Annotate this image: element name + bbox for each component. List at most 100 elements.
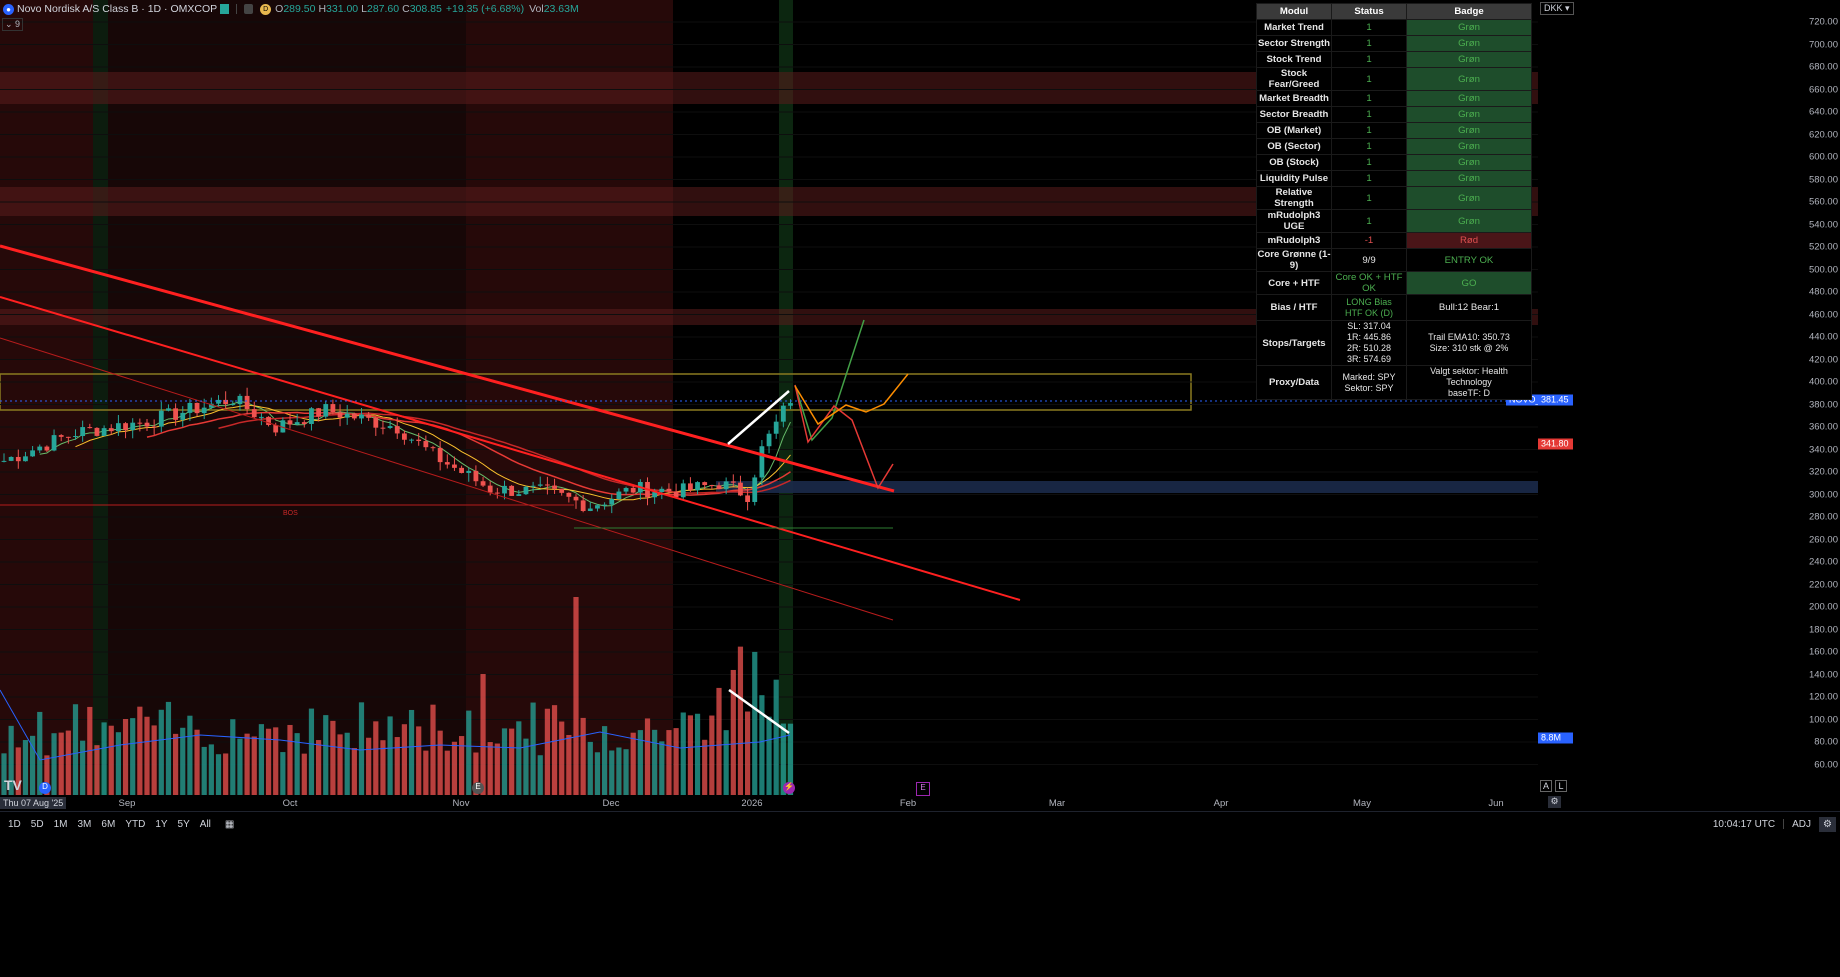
price-tick: 340.00 — [1808, 444, 1838, 455]
range-3m-button[interactable]: 3M — [77, 818, 92, 830]
range-1d-button[interactable]: 1D — [8, 818, 21, 830]
volume-bar — [330, 720, 336, 795]
table-row: Sector Strength 1 Grøn — [1256, 35, 1532, 52]
candle — [94, 427, 100, 436]
range-all-button[interactable]: All — [199, 818, 211, 830]
volume-bar — [680, 712, 686, 795]
ohlc-key-h: H — [318, 3, 327, 15]
candle — [387, 426, 393, 428]
candle — [494, 492, 500, 494]
indicator-collapse-button[interactable]: ⌄ 9 — [2, 18, 24, 31]
candle — [752, 477, 758, 502]
d-badge-icon[interactable]: D — [260, 3, 272, 15]
volume-bar — [401, 724, 407, 795]
range-6m-button[interactable]: 6M — [101, 818, 116, 830]
core-htf-status: Core OK + HTF OK — [1331, 271, 1407, 295]
ohlc-value-l: 287.60 — [367, 3, 400, 15]
future-earnings-icon[interactable]: E — [916, 782, 930, 796]
range-selector: 1D 5D 1M 3M 6M YTD 1Y 5Y All — [0, 819, 213, 830]
range-5y-button[interactable]: 5Y — [177, 818, 190, 830]
volume-bar — [158, 709, 164, 795]
bos-annotation: BOS — [283, 510, 298, 517]
candle — [101, 428, 107, 436]
symbol-title[interactable]: Novo Nordisk A/S Class B · 1D · OMXCOP — [17, 3, 218, 15]
eye-icon[interactable] — [244, 4, 254, 14]
adj-button[interactable]: ADJ — [1792, 818, 1812, 830]
tradingview-logo-icon[interactable]: TV — [4, 777, 22, 793]
lightning-event-icon[interactable]: ⚡ — [783, 782, 795, 794]
table-row: Relative Strength 1 Grøn — [1256, 186, 1532, 210]
volume-divergence-line — [728, 688, 790, 735]
volume-bar — [180, 727, 186, 795]
volume-bar — [480, 674, 486, 795]
range-ytd-button[interactable]: YTD — [125, 818, 146, 830]
volume-bar — [752, 651, 758, 795]
status-cell: 1 — [1331, 67, 1407, 91]
volume-bar — [566, 735, 572, 795]
table-row: OB (Market) 1 Grøn — [1256, 122, 1532, 139]
range-1y-button[interactable]: 1Y — [155, 818, 168, 830]
price-divergence-line — [727, 390, 790, 445]
currency-label: DKK — [1544, 3, 1563, 13]
price-tick: 420.00 — [1808, 354, 1838, 365]
earnings-event-icon[interactable]: E — [472, 782, 484, 794]
table-row: OB (Stock) 1 Grøn — [1256, 154, 1532, 171]
log-scale-button[interactable]: L — [1555, 780, 1567, 792]
modul-cell: Sector Breadth — [1256, 106, 1332, 123]
price-tick: 240.00 — [1808, 556, 1838, 568]
time-axis[interactable]: Sep Oct Nov Dec 2026 Feb Mar Apr May Jun — [0, 795, 1538, 811]
volume-bar — [101, 722, 107, 795]
auto-scale-button[interactable]: A — [1540, 780, 1552, 792]
range-1m-button[interactable]: 1M — [53, 818, 68, 830]
candle — [723, 481, 729, 490]
badge-cell: Grøn — [1406, 67, 1532, 91]
proxy-market: Marked: SPY — [1342, 371, 1396, 382]
volume-bar — [358, 702, 365, 795]
price-tick: 560.00 — [1808, 196, 1838, 208]
badge-cell: Grøn — [1406, 51, 1532, 68]
dividend-event-icon[interactable]: D — [39, 782, 51, 794]
price-tick: 200.00 — [1808, 601, 1838, 613]
time-start-label: Thu 07 Aug '25 — [0, 797, 67, 809]
candle — [738, 482, 743, 496]
price-tick: 720.00 — [1808, 16, 1838, 28]
badge-cell: Grøn — [1406, 186, 1532, 210]
table-row: Market Breadth 1 Grøn — [1256, 90, 1532, 107]
candle — [759, 446, 765, 478]
proxy-label: Proxy/Data — [1256, 365, 1332, 400]
candle — [552, 485, 557, 489]
red-level-label: 341.80 — [1538, 438, 1573, 450]
volume-bar — [494, 743, 500, 795]
status-cell: 1 — [1331, 51, 1407, 68]
volume-bar — [44, 755, 50, 795]
settings-gear-icon[interactable]: ⚙ — [1548, 796, 1561, 808]
volume-bar — [659, 741, 665, 795]
price-tick: 180.00 — [1808, 624, 1838, 635]
table-row: Core Grønne (1-9) 9/9 ENTRY OK — [1256, 248, 1532, 272]
price-tick: 300.00 — [1808, 489, 1838, 500]
volume-bar — [194, 729, 200, 795]
table-row: Stock Fear/Greed 1 Grøn — [1256, 67, 1532, 91]
range-5d-button[interactable]: 5D — [30, 818, 44, 830]
currency-selector[interactable]: DKK ▾ — [1540, 2, 1574, 15]
calendar-icon[interactable]: ▦ — [224, 818, 235, 830]
volume-bar — [230, 719, 236, 795]
candle — [780, 405, 786, 422]
volume-bar — [294, 733, 300, 795]
price-axis[interactable]: 720.00 700.00 680.00 660.00 640.00 620.00 600.… — [1538, 0, 1840, 810]
candle — [788, 403, 793, 406]
settings-icon[interactable]: ⚙ — [1819, 816, 1836, 832]
position-size: Size: 310 stk @ 2% — [1429, 343, 1509, 353]
volume-bar — [408, 709, 415, 795]
time-tick: Mar — [1048, 798, 1066, 809]
volume-bar — [351, 748, 357, 795]
candle — [516, 494, 522, 496]
candle — [344, 413, 350, 418]
candle — [130, 422, 136, 431]
clock-time[interactable]: 10:04:17 UTC — [1712, 818, 1776, 830]
candle — [158, 410, 164, 427]
volume-bar — [187, 715, 193, 795]
price-tick: 60.00 — [1814, 759, 1838, 770]
volume-bar — [237, 738, 243, 795]
